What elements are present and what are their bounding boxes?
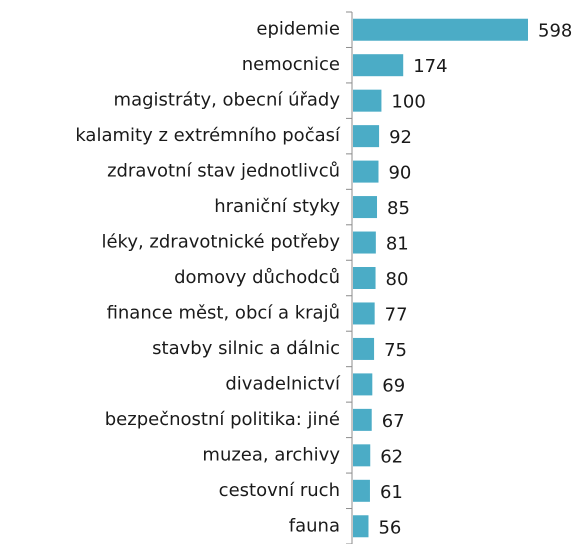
bar [353,302,375,325]
category-label: stavby silnic a dálnic [152,338,340,359]
value-label: 100 [391,92,425,113]
category-label: nemocnice [242,54,340,75]
category-label: finance měst, obcí a krajů [107,302,340,323]
bar [353,196,378,219]
category-label: léky, zdravotnické potřeby [101,232,340,253]
value-label: 77 [385,304,408,325]
bar [353,231,376,254]
value-label: 85 [387,198,410,219]
category-label: zdravotní stav jednotlivců [107,161,340,182]
bar [353,373,373,396]
bar [353,125,380,148]
category-label: kalamity z extrémního počasí [75,125,341,146]
bar [353,160,379,183]
category-label: muzea, archivy [202,444,340,465]
category-label: bezpečnostní politika: jiné [105,409,340,430]
bar [353,444,371,467]
value-label: 69 [382,375,405,396]
category-label: magistráty, obecní úřady [114,90,341,111]
value-label: 81 [386,234,409,255]
category-label: epidemie [256,19,340,40]
value-label: 75 [384,340,407,361]
bar [353,337,375,360]
value-label: 174 [413,56,447,77]
value-label: 61 [380,482,403,503]
bar [353,408,372,431]
value-label: 598 [538,21,572,42]
value-label: 92 [389,127,412,148]
value-label: 80 [386,269,409,290]
value-label: 62 [380,446,403,467]
value-label: 90 [388,163,411,184]
category-label: divadelnictví [225,373,341,394]
category-label: domovy důchodců [174,267,340,288]
bar [353,18,528,41]
category-label: fauna [289,515,340,536]
bar [353,515,369,538]
value-label: 67 [382,411,405,432]
category-label: hraniční styky [214,196,340,217]
value-label: 56 [378,517,401,538]
category-label: cestovní ruch [219,480,340,501]
bar [353,54,404,77]
bar [353,479,370,502]
bar [353,89,382,112]
bar [353,267,376,289]
